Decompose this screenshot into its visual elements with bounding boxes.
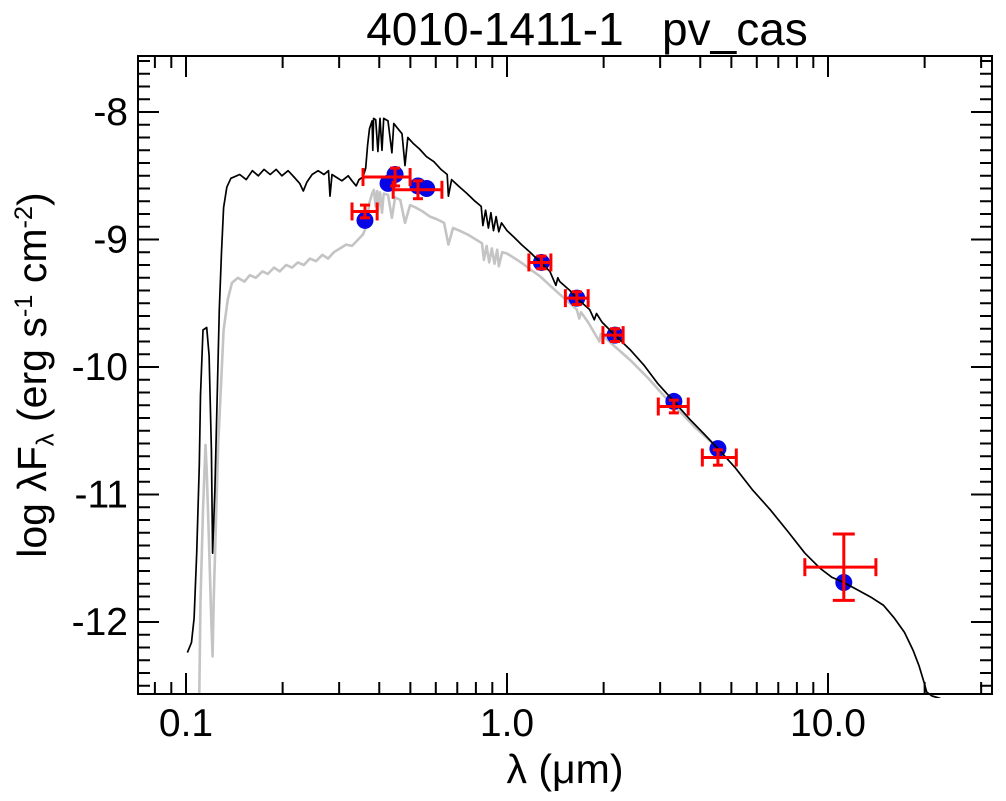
y-tick-label: -12 [72,601,128,644]
y-axis-label-part: -1 [10,294,39,318]
y-tick-label: -10 [72,346,128,389]
y-axis-label-part: cm [9,228,55,295]
error-bar [563,289,590,308]
model-curve-black [186,117,941,698]
y-axis-label-part: -2 [10,205,39,229]
y-axis-label-part: λ [31,433,60,447]
error-bar [527,253,553,272]
x-tick-label: 10.0 [790,702,866,745]
x-tick-label: 1.0 [480,702,534,745]
plot-box [137,55,993,695]
x-axis-label: λ (μm) [506,746,624,792]
model-curve-gray [198,188,720,694]
x-tick-label: 0.1 [159,702,213,745]
y-axis-label-part: ) [9,192,55,206]
y-tick-label: -11 [75,474,128,517]
y-axis-label-part: log λF [9,446,55,558]
y-axis-label-part: (erg s [9,317,55,434]
y-tick-label: -8 [93,91,128,134]
y-axis-label: log λFλ (erg s-1 cm-2) [9,73,60,677]
error-bar [391,179,444,201]
plot-title: 4010-1411-1 pv_cas [366,3,808,55]
error-bar [656,397,690,416]
error-bar [803,532,878,602]
error-bar [350,202,379,221]
y-tick-label: -9 [93,219,128,262]
error-bar [601,326,625,345]
photometry-point [356,211,374,229]
error-bar [700,448,738,467]
